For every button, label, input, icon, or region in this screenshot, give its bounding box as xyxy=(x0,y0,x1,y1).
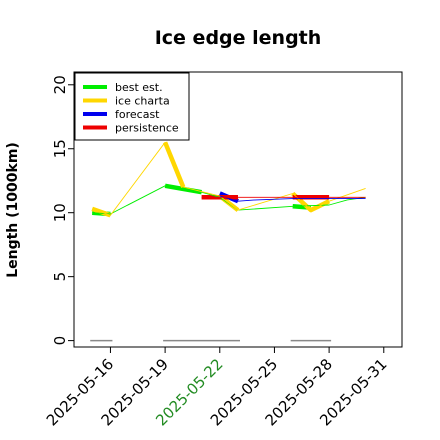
y-tick-label: 5 xyxy=(51,272,69,282)
legend-label: forecast xyxy=(115,108,160,121)
chart-title: Ice edge length xyxy=(155,27,322,49)
y-tick-label: 0 xyxy=(51,336,69,346)
legend-label: ice charta xyxy=(115,95,170,108)
y-tick-label: 20 xyxy=(51,75,69,94)
plot-frame xyxy=(73,71,403,348)
legend-label: persistence xyxy=(115,122,179,135)
series-line xyxy=(92,185,366,215)
legend-label: best est. xyxy=(115,81,163,94)
y-tick-label: 15 xyxy=(51,139,69,158)
series-line xyxy=(219,195,366,202)
y-axis-label: Length (1000km) xyxy=(5,142,21,278)
y-tick-label: 10 xyxy=(51,203,69,222)
series-line xyxy=(92,141,366,216)
